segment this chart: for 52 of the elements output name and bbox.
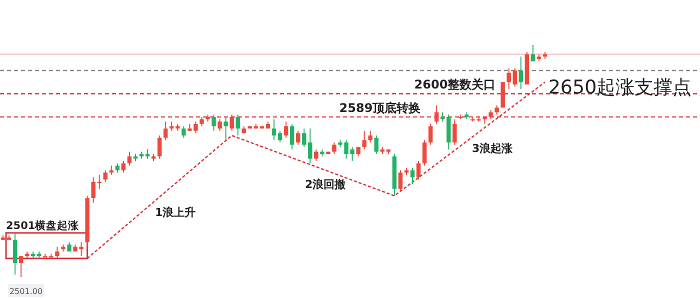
ref-line-label: 2600整数关口 — [414, 78, 496, 92]
candlestick — [272, 118, 276, 141]
candlestick — [362, 130, 366, 150]
annotation: 1浪上升 — [155, 206, 196, 219]
candlestick — [18, 256, 24, 278]
candlestick — [91, 176, 96, 204]
candlestick — [121, 160, 126, 174]
candlestick — [67, 242, 72, 252]
candlestick — [157, 134, 162, 160]
candlestick — [296, 130, 300, 146]
candlestick — [518, 56, 524, 90]
candlestick — [416, 160, 421, 180]
candlestick — [332, 142, 336, 155]
candlestick — [12, 232, 18, 276]
ref-line-label: 2589顶底转换 — [339, 100, 421, 115]
candlestick — [428, 123, 433, 146]
candlestick — [434, 104, 439, 124]
candlestick — [374, 134, 378, 155]
candlestick — [308, 128, 312, 164]
candlestick — [512, 68, 517, 88]
candlestick — [115, 162, 120, 174]
candlestick — [182, 126, 186, 138]
candlestick — [422, 140, 427, 166]
candlestick — [212, 114, 216, 132]
ref-line-label: 2650起涨支撑点 — [548, 76, 692, 99]
candlestick — [284, 121, 288, 138]
candlestick — [103, 170, 108, 182]
candlestick — [55, 246, 60, 259]
annotation: 2浪回撤 — [305, 178, 346, 191]
candlestick — [494, 104, 499, 116]
price-tag: 2501.00 — [8, 284, 44, 297]
annotation: 3浪起涨 — [472, 142, 514, 155]
candlestick — [356, 146, 360, 157]
candlestick — [452, 118, 457, 146]
candlestick — [314, 148, 318, 162]
candlestick — [163, 121, 168, 141]
candlestick — [218, 118, 222, 132]
candlestick — [200, 116, 204, 127]
candlestick — [278, 130, 282, 143]
candlestick — [236, 114, 240, 136]
candlestick — [368, 130, 372, 143]
candlestick — [302, 128, 306, 148]
candlestick — [127, 151, 132, 166]
candlestick — [488, 109, 493, 120]
candlestick — [170, 121, 174, 132]
candlestick — [506, 68, 511, 90]
candlestick — [230, 114, 234, 132]
candlestick — [398, 170, 403, 192]
candlestick — [290, 123, 294, 150]
candlestick — [224, 116, 228, 141]
candlestick — [145, 148, 150, 160]
annotation: 2501横盘起涨 — [6, 219, 80, 232]
